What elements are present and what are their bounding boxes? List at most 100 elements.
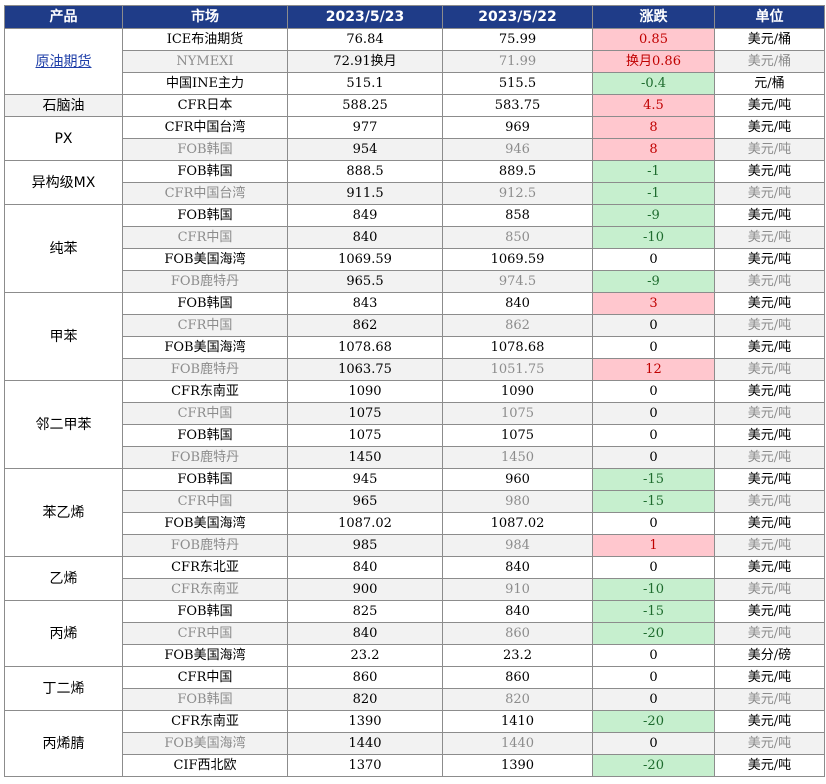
previous-price-cell: 583.75 <box>442 94 593 117</box>
table-row: 苯乙烯 FOB韩国 945 960 -15 美元/吨 <box>4 468 825 557</box>
unit-cell: 美元/吨 <box>714 270 825 293</box>
market-cell: NYMEXI <box>122 50 288 73</box>
previous-price-cell: 860 <box>442 622 593 645</box>
change-cell: 0 <box>592 446 715 469</box>
unit-cell: 美元/桶 <box>714 50 825 73</box>
previous-price-cell: 1075 <box>442 402 593 425</box>
change-cell: -10 <box>592 578 715 601</box>
previous-price-cell: 1069.59 <box>442 248 593 271</box>
current-price-cell: 23.2 <box>287 644 443 667</box>
change-cell: 0 <box>592 688 715 711</box>
change-cell: 8 <box>592 138 715 161</box>
table-row: CIF西北欧 1370 1390 -20 美元/吨 <box>5 754 825 777</box>
unit-cell: 美元/吨 <box>714 424 825 447</box>
current-price-cell: 1075 <box>287 424 443 447</box>
previous-price-cell: 858 <box>442 204 593 227</box>
previous-price-cell: 1450 <box>442 446 593 469</box>
previous-price-cell: 946 <box>442 138 593 161</box>
change-cell: 8 <box>592 116 715 139</box>
market-cell: CFR东北亚 <box>122 556 288 579</box>
current-price-cell: 1440 <box>287 732 443 755</box>
previous-price-cell: 1440 <box>442 732 593 755</box>
table-body: 原油期货 ICE布油期货 76.84 75.99 0.85 美元/桶 NYMEXI 72.91… <box>4 28 825 777</box>
current-price-cell: 588.25 <box>287 94 443 117</box>
market-cell: FOB鹿特丹 <box>122 446 288 469</box>
table-row: NYMEXI 72.91换月 71.99 换月0.86 美元/桶 <box>5 50 825 73</box>
change-cell: 0 <box>592 666 715 689</box>
current-price-cell: 843 <box>287 292 443 315</box>
previous-price-cell: 862 <box>442 314 593 337</box>
table-row: PX CFR中国台湾 977 969 8 美元/吨 <box>4 116 825 161</box>
change-cell: 0 <box>592 556 715 579</box>
col-header-date-current: 2023/5/23 <box>287 5 443 29</box>
market-cell: FOB韩国 <box>122 160 288 183</box>
market-cell: FOB韩国 <box>122 424 288 447</box>
market-cell: CFR东南亚 <box>122 578 288 601</box>
table-row: 乙烯 CFR东北亚 840 840 0 美元/吨 <box>4 556 825 601</box>
change-cell: -20 <box>592 754 715 777</box>
current-price-cell: 840 <box>287 622 443 645</box>
current-price-cell: 820 <box>287 688 443 711</box>
change-cell: -1 <box>592 182 715 205</box>
table-row: 丙烯 FOB韩国 825 840 -15 美元/吨 <box>4 600 825 667</box>
unit-cell: 美元/吨 <box>714 138 825 161</box>
current-price-cell: 1450 <box>287 446 443 469</box>
previous-price-cell: 960 <box>442 468 593 491</box>
table-row: FOB鹿特丹 965.5 974.5 -9 美元/吨 <box>5 270 825 293</box>
previous-price-cell: 912.5 <box>442 182 593 205</box>
change-cell: -15 <box>592 468 715 491</box>
product-link[interactable]: 原油期货 <box>35 53 92 70</box>
change-cell: 12 <box>592 358 715 381</box>
change-cell: -9 <box>592 204 715 227</box>
change-cell: 3 <box>592 292 715 315</box>
unit-cell: 美元/吨 <box>714 732 825 755</box>
current-price-cell: 911.5 <box>287 182 443 205</box>
market-cell: FOB韩国 <box>122 292 288 315</box>
product-cell: 原油期货 <box>4 28 123 95</box>
current-price-cell: 840 <box>287 556 443 579</box>
previous-price-cell: 71.99 <box>442 50 593 73</box>
table-row: CFR中国 862 862 0 美元/吨 <box>5 314 825 337</box>
market-cell: CFR日本 <box>122 94 288 117</box>
previous-price-cell: 1090 <box>442 380 593 403</box>
unit-cell: 美元/吨 <box>714 600 825 623</box>
market-cell: CIF西北欧 <box>122 754 288 777</box>
previous-price-cell: 850 <box>442 226 593 249</box>
current-price-cell: 825 <box>287 600 443 623</box>
previous-price-cell: 515.5 <box>442 72 593 95</box>
product-cell: 丙烯腈 <box>4 710 123 777</box>
current-price-cell: 985 <box>287 534 443 557</box>
unit-cell: 美元/吨 <box>714 710 825 733</box>
change-cell: 1 <box>592 534 715 557</box>
market-cell: FOB韩国 <box>122 204 288 227</box>
unit-cell: 美元/吨 <box>714 182 825 205</box>
previous-price-cell: 889.5 <box>442 160 593 183</box>
unit-cell: 美元/吨 <box>714 160 825 183</box>
current-price-cell: 1063.75 <box>287 358 443 381</box>
previous-price-cell: 820 <box>442 688 593 711</box>
previous-price-cell: 910 <box>442 578 593 601</box>
unit-cell: 美元/吨 <box>714 380 825 403</box>
current-price-cell: 1069.59 <box>287 248 443 271</box>
table-row: 中国INE主力 515.1 515.5 -0.4 元/桶 <box>5 72 825 95</box>
change-cell: 0 <box>592 336 715 359</box>
current-price-cell: 977 <box>287 116 443 139</box>
current-price-cell: 1090 <box>287 380 443 403</box>
market-cell: CFR东南亚 <box>122 710 288 733</box>
header-row: 产品 市场 2023/5/23 2023/5/22 涨跌 单位 <box>4 5 825 29</box>
col-header-product: 产品 <box>4 5 123 29</box>
unit-cell: 美元/吨 <box>714 402 825 425</box>
product-cell: PX <box>4 116 123 161</box>
unit-cell: 美元/吨 <box>714 666 825 689</box>
previous-price-cell: 984 <box>442 534 593 557</box>
market-cell: FOB韩国 <box>122 138 288 161</box>
unit-cell: 美元/吨 <box>714 314 825 337</box>
previous-price-cell: 840 <box>442 556 593 579</box>
change-cell: 0 <box>592 314 715 337</box>
market-cell: CFR中国 <box>122 490 288 513</box>
market-cell: FOB美国海湾 <box>122 732 288 755</box>
table-row: 原油期货 ICE布油期货 76.84 75.99 0.85 美元/桶 <box>4 28 825 95</box>
unit-cell: 元/桶 <box>714 72 825 95</box>
change-cell: -20 <box>592 622 715 645</box>
market-cell: FOB鹿特丹 <box>122 270 288 293</box>
